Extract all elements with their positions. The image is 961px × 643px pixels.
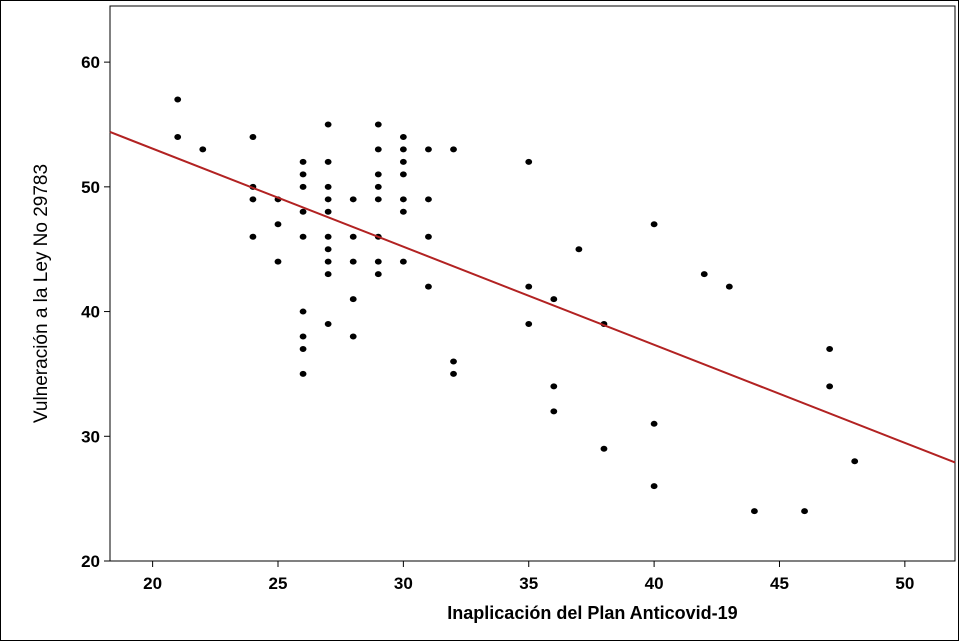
- data-point: [425, 233, 432, 240]
- data-point: [374, 121, 382, 128]
- data-point: [324, 271, 332, 278]
- data-point: [801, 508, 808, 515]
- data-point: [575, 246, 583, 253]
- data-point: [450, 358, 457, 365]
- data-point: [349, 233, 357, 240]
- x-axis-title: Inaplicación del Plan Anticovid-19: [447, 603, 737, 623]
- data-point: [751, 508, 758, 515]
- data-point: [450, 146, 457, 153]
- data-point: [324, 233, 332, 240]
- y-axis: 20 30 40 50 60: [81, 53, 110, 571]
- data-point: [399, 258, 407, 265]
- x-tick-label: 20: [143, 574, 162, 593]
- data-point: [374, 171, 382, 178]
- data-point: [299, 308, 307, 315]
- data-point: [274, 258, 282, 265]
- data-point: [199, 146, 207, 153]
- data-point: [374, 196, 382, 203]
- data-point: [650, 483, 658, 490]
- data-point: [851, 458, 859, 465]
- data-point: [374, 183, 382, 190]
- data-point: [349, 296, 357, 303]
- data-point: [550, 408, 558, 415]
- data-point: [249, 196, 257, 203]
- data-point: [324, 196, 332, 203]
- x-axis: 20 25 30 35 40 45 50: [143, 561, 914, 593]
- data-point: [725, 283, 733, 290]
- y-tick-label: 50: [81, 178, 100, 197]
- data-point: [299, 183, 307, 190]
- x-tick-label: 45: [770, 574, 789, 593]
- data-point: [324, 321, 332, 328]
- data-point: [299, 171, 307, 178]
- y-tick-label: 40: [81, 303, 100, 322]
- data-point: [399, 196, 407, 203]
- data-point: [324, 246, 332, 253]
- data-point: [425, 196, 432, 203]
- data-point: [650, 420, 658, 427]
- x-tick-label: 40: [645, 574, 664, 593]
- data-point: [650, 221, 658, 228]
- data-point: [249, 133, 257, 140]
- data-point: [399, 133, 407, 140]
- data-point: [826, 345, 834, 352]
- y-tick-label: 60: [81, 53, 100, 72]
- data-point: [399, 171, 407, 178]
- data-point: [374, 271, 382, 278]
- plot-area: [109, 5, 956, 562]
- data-point: [425, 283, 432, 290]
- data-point: [299, 158, 307, 165]
- data-point: [700, 271, 708, 278]
- data-point: [299, 233, 307, 240]
- data-point: [550, 383, 558, 390]
- data-point: [299, 370, 307, 377]
- data-point: [600, 445, 608, 452]
- data-point: [374, 258, 382, 265]
- data-point: [299, 208, 307, 215]
- y-tick-label: 30: [81, 427, 100, 446]
- data-point: [399, 158, 407, 165]
- data-point: [324, 208, 332, 215]
- data-point: [174, 133, 182, 140]
- data-point: [324, 183, 332, 190]
- data-point: [324, 121, 332, 128]
- x-tick-label: 50: [895, 574, 914, 593]
- data-point: [349, 258, 357, 265]
- data-point: [450, 370, 457, 377]
- data-point: [249, 233, 257, 240]
- data-point: [525, 283, 533, 290]
- data-point: [399, 208, 407, 215]
- y-axis-title: Vulneración a la Ley No 29783: [31, 164, 52, 423]
- data-point: [349, 196, 357, 203]
- data-point: [174, 96, 182, 103]
- data-point: [525, 321, 533, 328]
- data-point: [349, 333, 357, 340]
- data-point: [425, 146, 432, 153]
- data-point: [399, 146, 407, 153]
- data-point: [525, 158, 533, 165]
- data-point: [274, 221, 282, 228]
- y-tick-label: 20: [81, 552, 100, 571]
- data-point: [374, 146, 382, 153]
- data-point: [299, 345, 307, 352]
- x-tick-label: 30: [394, 574, 413, 593]
- data-point: [826, 383, 834, 390]
- fit-line: [109, 131, 956, 464]
- x-tick-label: 25: [269, 574, 288, 593]
- data-point: [324, 158, 332, 165]
- data-point: [324, 258, 332, 265]
- x-tick-label: 35: [519, 574, 538, 593]
- data-point: [299, 333, 307, 340]
- data-point: [550, 296, 558, 303]
